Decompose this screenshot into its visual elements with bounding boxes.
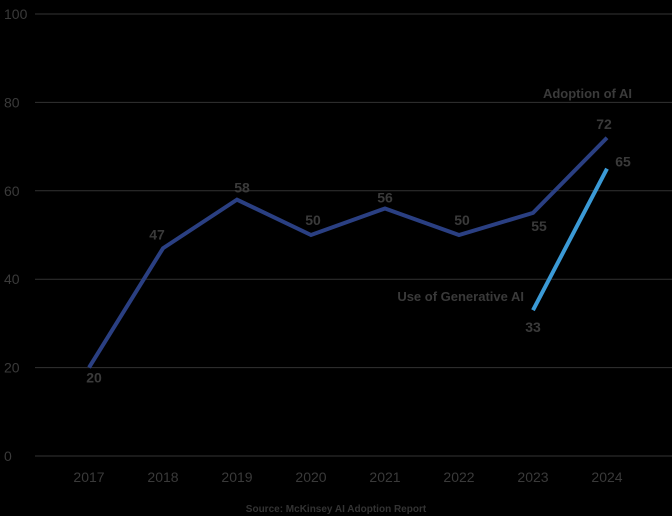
series-lines <box>87 136 609 369</box>
data-labels: 20 47 58 50 56 50 55 72 33 65 <box>86 116 631 386</box>
data-label-s1-2024: 65 <box>615 154 631 170</box>
data-label-s0-2020: 50 <box>305 212 321 228</box>
y-tick-label-80: 80 <box>4 94 20 110</box>
x-axis-ticks: 2017 2018 2019 2020 2021 2022 2023 2024 <box>73 469 622 485</box>
y-tick-label-100: 100 <box>4 6 28 22</box>
y-tick-label-0: 0 <box>4 448 12 464</box>
series-name-label-0: Adoption of AI <box>543 86 632 101</box>
data-label-s0-2018: 47 <box>149 226 165 242</box>
source-note: Source: McKinsey AI Adoption Report <box>246 504 427 515</box>
data-label-s0-2024: 72 <box>596 116 612 132</box>
y-tick-label-40: 40 <box>4 271 20 287</box>
x-tick-label-2022: 2022 <box>443 469 474 485</box>
y-axis-ticks: 0 20 40 60 80 100 <box>4 6 28 464</box>
data-label-s0-2021: 56 <box>377 189 393 205</box>
data-label-s0-2023: 55 <box>531 218 547 234</box>
series-name-label-1: Use of Generative AI <box>397 289 524 304</box>
data-label-s0-2017: 20 <box>86 370 102 386</box>
series-name-labels: Adoption of AI Use of Generative AI <box>397 86 632 304</box>
y-tick-label-60: 60 <box>4 183 20 199</box>
series-line-0 <box>87 136 609 369</box>
data-label-s1-2023: 33 <box>525 319 541 335</box>
data-label-s0-2019: 58 <box>234 180 250 196</box>
x-tick-label-2017: 2017 <box>73 469 104 485</box>
series-line-1 <box>531 167 609 312</box>
gridlines <box>35 13 672 457</box>
data-label-s0-2022: 50 <box>454 212 470 228</box>
x-tick-label-2020: 2020 <box>295 469 326 485</box>
x-tick-label-2024: 2024 <box>591 469 622 485</box>
x-tick-label-2019: 2019 <box>221 469 252 485</box>
x-tick-label-2021: 2021 <box>369 469 400 485</box>
x-tick-label-2018: 2018 <box>147 469 178 485</box>
x-tick-label-2023: 2023 <box>517 469 548 485</box>
y-tick-label-20: 20 <box>4 360 20 376</box>
